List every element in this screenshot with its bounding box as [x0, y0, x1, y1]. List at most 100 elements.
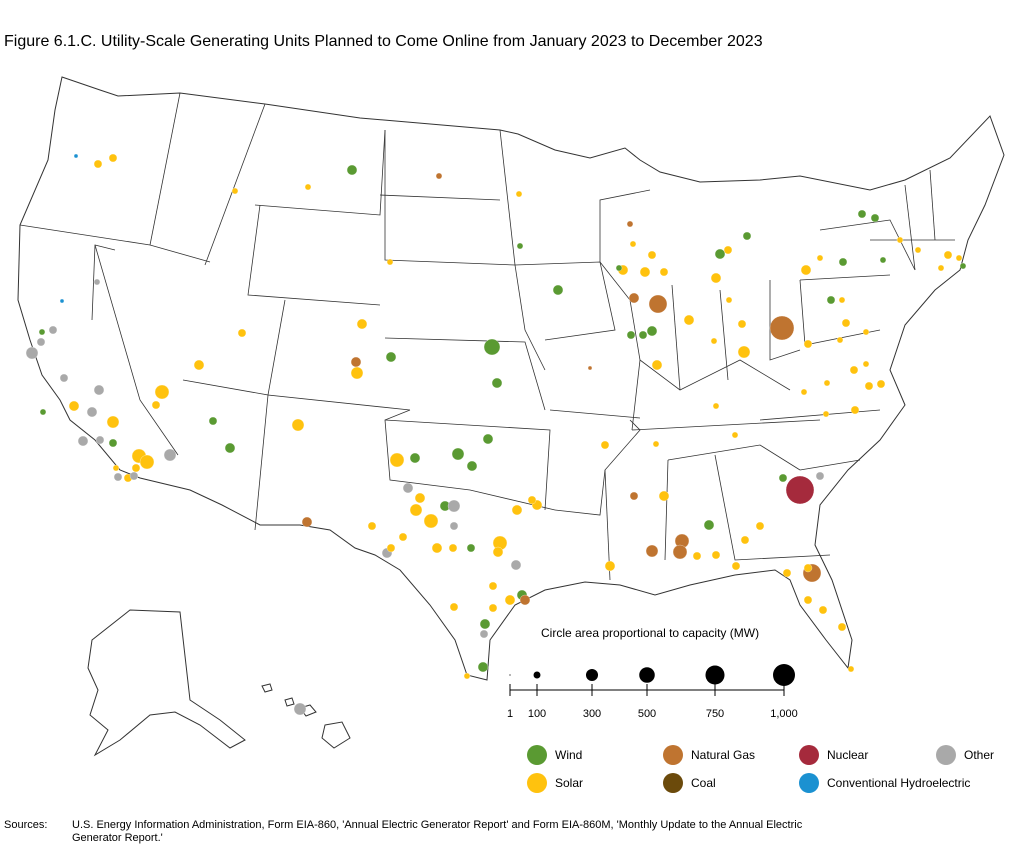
generating-unit-marker	[106, 415, 120, 429]
generating-unit-marker	[515, 190, 523, 198]
size-tick-label: 750	[705, 708, 725, 720]
generating-unit-marker	[816, 254, 824, 262]
generating-unit-marker	[847, 665, 855, 673]
generating-unit-marker	[482, 433, 494, 445]
generating-unit-marker	[803, 339, 813, 349]
generating-unit-marker	[385, 351, 397, 363]
generating-unit-marker	[293, 702, 307, 716]
generating-unit-marker	[737, 345, 751, 359]
generating-unit-marker	[638, 330, 648, 340]
generating-unit-marker	[639, 266, 651, 278]
generating-unit-marker	[803, 563, 813, 573]
generating-unit-marker	[782, 568, 792, 578]
generating-unit-marker	[822, 410, 830, 418]
generating-unit-marker	[291, 418, 305, 432]
hawaii-outline	[261, 683, 351, 749]
generating-unit-marker	[604, 560, 616, 572]
generating-unit-marker	[659, 267, 669, 277]
legend-swatch	[799, 745, 819, 765]
legend-item-nuclear: Nuclear	[799, 745, 868, 765]
generating-unit-marker	[600, 440, 610, 450]
generating-unit-marker	[129, 471, 139, 481]
generating-unit-marker	[519, 594, 531, 606]
generating-unit-marker	[815, 471, 825, 481]
legend-swatch	[799, 773, 819, 793]
generating-unit-marker	[645, 544, 659, 558]
size-legend-circle	[585, 668, 599, 682]
generating-unit-marker	[937, 264, 945, 272]
generating-unit-marker	[672, 544, 688, 560]
generating-unit-marker	[38, 328, 46, 336]
generating-unit-marker	[803, 595, 813, 605]
legend-item-other: Other	[936, 745, 994, 765]
generating-unit-marker	[838, 257, 848, 267]
generating-unit-marker	[224, 442, 236, 454]
legend-label: Coal	[691, 776, 716, 790]
generating-unit-marker	[356, 318, 368, 330]
generating-unit-marker	[479, 629, 489, 639]
legend-swatch	[527, 745, 547, 765]
generating-unit-marker	[818, 605, 828, 615]
generating-unit-marker	[492, 546, 504, 558]
generating-unit-marker	[86, 406, 98, 418]
generating-unit-marker	[615, 264, 623, 272]
generating-unit-marker	[837, 622, 847, 632]
generating-unit-marker	[516, 242, 524, 250]
generating-unit-marker	[710, 272, 722, 284]
generating-unit-marker	[838, 296, 846, 304]
generating-unit-marker	[626, 220, 634, 228]
size-tick-label: 1	[506, 708, 514, 720]
generating-unit-marker	[876, 379, 886, 389]
contiguous-us-outline	[17, 76, 1005, 681]
generating-unit-marker	[658, 490, 670, 502]
size-legend-circle	[773, 664, 795, 686]
generating-unit-marker	[692, 551, 702, 561]
legend-label: Other	[964, 748, 995, 762]
generating-unit-marker	[841, 318, 851, 328]
legend-label: Solar	[555, 776, 584, 790]
size-tick-label: 100	[527, 708, 547, 720]
size-tick-label: 300	[582, 708, 602, 720]
legend-swatch	[936, 745, 956, 765]
generating-unit-marker	[731, 561, 741, 571]
size-legend-title: Circle area proportional to capacity (MW…	[541, 626, 760, 640]
generating-unit-marker	[943, 250, 953, 260]
generating-unit-marker	[648, 294, 668, 314]
generating-unit-marker	[208, 416, 218, 426]
generating-unit-marker	[386, 543, 396, 553]
generating-unit-marker	[714, 248, 726, 260]
generating-unit-marker	[163, 448, 177, 462]
generating-units-layer	[25, 153, 967, 716]
generating-unit-marker	[629, 240, 637, 248]
generating-unit-marker	[823, 379, 831, 387]
generating-unit-marker	[431, 542, 443, 554]
generating-unit-marker	[527, 495, 537, 505]
size-legend-circle	[533, 671, 541, 679]
generating-unit-marker	[25, 346, 39, 360]
generating-unit-marker	[77, 435, 89, 447]
generating-unit-marker	[346, 164, 358, 176]
generating-unit-marker	[479, 618, 491, 630]
sources-text: U.S. Energy Information Administration, …	[72, 819, 803, 844]
alaska-outline	[87, 609, 246, 757]
generating-unit-marker	[800, 264, 812, 276]
generating-unit-marker	[131, 463, 141, 473]
generating-unit-marker	[463, 672, 471, 680]
legend-item-solar: Solar	[527, 773, 583, 793]
generating-unit-marker	[849, 365, 859, 375]
generating-unit-marker	[466, 543, 476, 553]
generating-unit-marker	[448, 543, 458, 553]
generating-unit-marker	[193, 359, 205, 371]
generating-unit-marker	[36, 337, 46, 347]
generating-unit-marker	[113, 472, 123, 482]
generating-unit-marker	[511, 504, 523, 516]
generating-unit-marker	[646, 325, 658, 337]
generating-unit-marker	[731, 431, 739, 439]
generating-unit-marker	[510, 559, 522, 571]
figure-title: Figure 6.1.C. Utility-Scale Generating U…	[4, 33, 763, 50]
generating-unit-marker	[151, 400, 161, 410]
generating-unit-marker	[723, 245, 733, 255]
generating-unit-marker	[59, 298, 65, 304]
generating-unit-marker	[651, 359, 663, 371]
generating-unit-marker	[237, 328, 247, 338]
